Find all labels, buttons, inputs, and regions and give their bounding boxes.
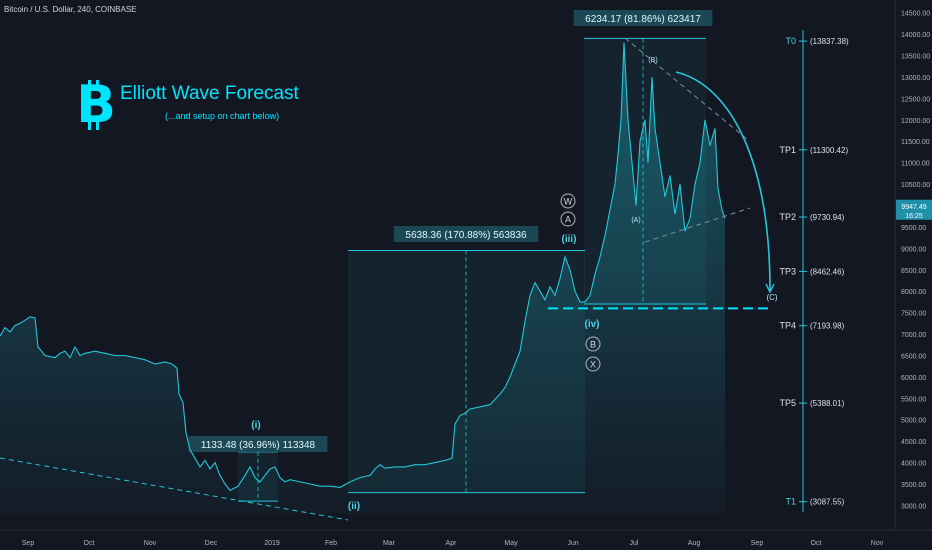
time-tick-label: Aug (688, 540, 701, 547)
measure-label: 6234.17 (81.86%) 623417 (585, 14, 701, 25)
measure-label-bg (393, 226, 539, 242)
wave-label: (A) (631, 217, 640, 224)
price-tick-label: 10500.00 (901, 182, 930, 189)
bitcoin-logo-icon: B (78, 78, 114, 132)
trendline-lower (644, 207, 751, 243)
target-name: T1 (785, 497, 796, 507)
target-name: TP3 (779, 266, 796, 276)
time-tick-label: Jul (630, 540, 639, 547)
wave-circle (585, 336, 601, 352)
price-tick-label: 8500.00 (901, 268, 926, 275)
wave-circle (560, 193, 576, 209)
target-value: (8462.46) (810, 267, 845, 276)
symbol-label: Bitcoin / U.S. Dollar, 240, COINBASE (4, 5, 137, 14)
target-name: TP1 (779, 145, 796, 155)
price-tick-label: 12500.00 (901, 96, 930, 103)
measure-label: 5638.36 (170.88%) 563836 (405, 230, 527, 241)
target-value: (7193.98) (810, 322, 845, 331)
time-tick-label: Nov (871, 540, 884, 547)
price-tick-label: 12000.00 (901, 118, 930, 125)
wave-circle (560, 211, 576, 227)
price-tick-label: 9500.00 (901, 225, 926, 232)
target-name: T0 (785, 36, 796, 46)
time-tick-label: Jun (567, 540, 578, 547)
time-tick-label: Apr (446, 540, 458, 547)
wave-circle-label: X (590, 360, 596, 370)
wave-circle (585, 356, 601, 372)
time-tick-label: Mar (383, 540, 396, 547)
measure-label-bg (188, 436, 328, 452)
wave-circle-label: W (564, 197, 573, 207)
price-tick-label: 13000.00 (901, 75, 930, 82)
time-tick-label: Sep (751, 540, 764, 547)
price-tick-label: 7000.00 (901, 332, 926, 339)
wave-label: (B) (648, 57, 657, 64)
time-tick-label: Feb (325, 540, 337, 547)
target-value: (13837.38) (810, 37, 849, 46)
price-tick-label: 14000.00 (901, 32, 930, 39)
overlay-subtitle: (...and setup on chart below) (165, 111, 280, 121)
last-price-countdown: 16:25 (905, 213, 923, 220)
price-tick-label: 11500.00 (901, 139, 930, 146)
target-name: TP2 (779, 212, 796, 222)
wave-label: (iv) (585, 319, 600, 330)
price-tick-label: 6000.00 (901, 375, 926, 382)
price-area-fill (0, 42, 725, 514)
trendline-support (0, 457, 349, 521)
price-axis: 3000.00 3500.00 4000.00 4500.00 5000.00 5500.… (894, 0, 932, 530)
price-tick-label: 14500.00 (901, 11, 930, 18)
price-tick-label: 7500.00 (901, 311, 926, 318)
target-value: (3087.55) (810, 498, 845, 507)
target-value: (11300.42) (810, 146, 848, 155)
overlay-title: Elliott Wave Forecast (120, 83, 299, 104)
price-tick-label: 9000.00 (901, 246, 926, 253)
wave-circle-label: A (565, 215, 571, 225)
price-tick-label: 3000.00 (901, 503, 926, 510)
time-tick-label: 2019 (264, 540, 280, 547)
price-tick-label: 6500.00 (901, 353, 926, 360)
target-name: TP5 (779, 398, 796, 408)
wave-label: (ii) (348, 501, 360, 512)
wave-label: (i) (251, 420, 260, 431)
time-tick-label: May (504, 540, 518, 547)
price-tick-label: 8000.00 (901, 289, 926, 296)
measure-label-bg (573, 10, 713, 26)
target-value: (9730.94) (810, 213, 845, 222)
wave-circle-label: B (590, 340, 596, 350)
wave-label: (iii) (562, 234, 577, 245)
measure-label: 1133.48 (36.96%) 113348 (201, 440, 316, 451)
time-tick-label: Oct (811, 540, 822, 547)
last-price-value: 9947.49 (901, 204, 926, 211)
time-tick-label: Dec (205, 540, 218, 547)
time-tick-label: Oct (84, 540, 95, 547)
time-tick-label: Sep (22, 540, 35, 547)
price-tick-label: 5500.00 (901, 396, 926, 403)
time-axis: Sep Oct Nov Dec 2019 Feb Mar Apr May Jun Jul Aug Sep… (0, 529, 932, 547)
target-value: (5388.01) (810, 399, 845, 408)
price-tick-label: 13500.00 (901, 54, 930, 61)
forecast-arrowhead (765, 283, 775, 294)
target-name: TP4 (779, 321, 796, 331)
price-tick-label: 5000.00 (901, 418, 926, 425)
price-tick-label: 4500.00 (901, 439, 926, 446)
last-price-badge (896, 199, 932, 220)
price-tick-label: 11000.00 (901, 161, 930, 168)
price-tick-label: 4000.00 (901, 461, 926, 468)
price-tick-label: 3500.00 (901, 482, 926, 489)
wave-label: (C) (766, 293, 777, 302)
forecast-curve (675, 71, 771, 291)
time-tick-label: Nov (144, 540, 157, 547)
price-line (0, 42, 726, 492)
